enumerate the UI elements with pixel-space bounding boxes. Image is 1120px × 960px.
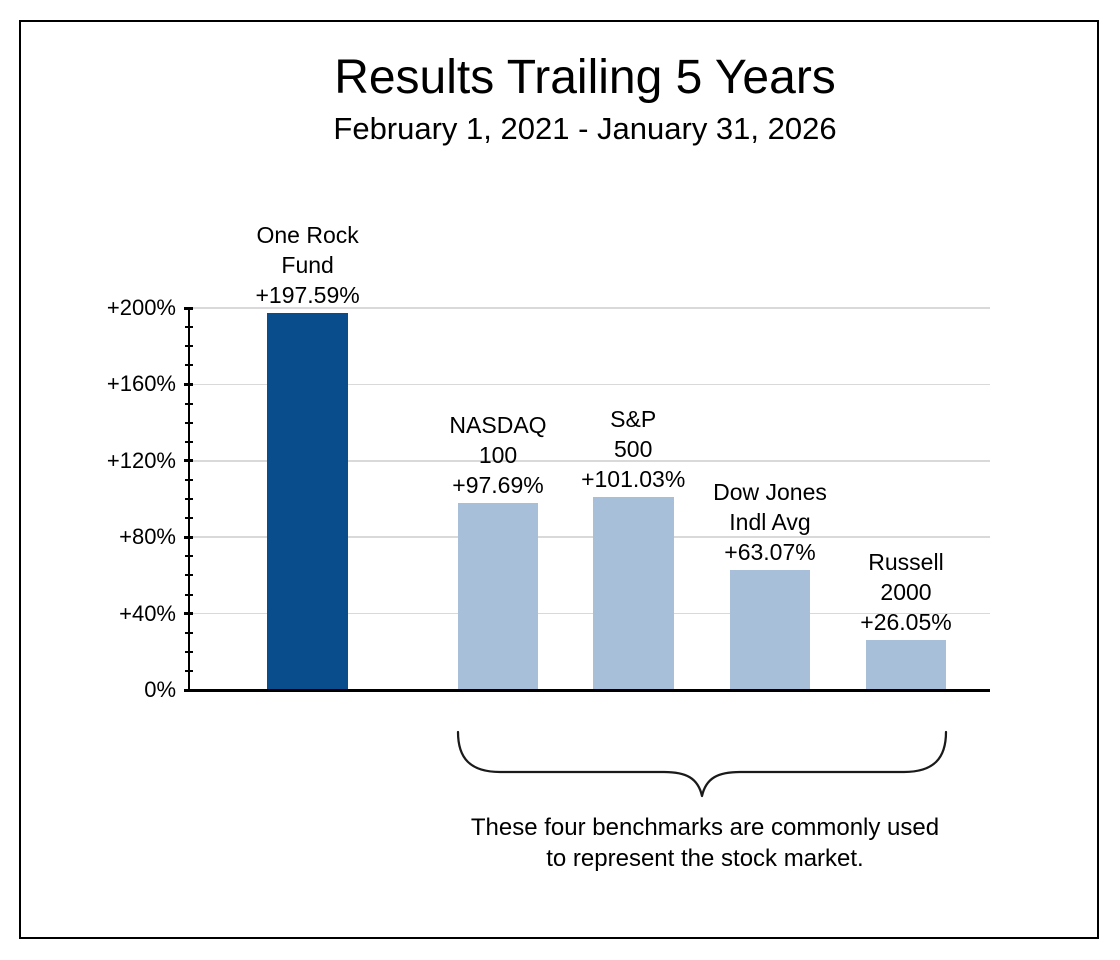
minor-tick-100 <box>184 498 193 500</box>
bar-label-russell-2000: Russell 2000 +26.05% <box>786 547 1026 637</box>
gridline-120 <box>190 460 990 462</box>
minor-tick-140 <box>184 421 193 424</box>
bar-category-nasdaq-100-line-1: NASDAQ <box>449 412 547 439</box>
major-tick-200 <box>184 306 193 310</box>
bar-category-s-p-500-line-1: S&P <box>610 406 657 433</box>
major-tick-0 <box>184 688 193 692</box>
plot-area: 0% +40% +80% +120% +160% +200% One Rock Fund +19… <box>107 222 990 702</box>
bar-value-russell-2000: +26.05% <box>860 609 952 636</box>
minor-tick-90 <box>184 517 193 520</box>
bar-category-russell-2000-line-1: Russell <box>868 549 944 576</box>
benchmark-note-line-2: to represent the stock market. <box>546 845 864 872</box>
ytick-label-40: +40% <box>119 600 176 626</box>
minor-tick-30 <box>184 631 193 634</box>
bar-label-s-p-500: S&P 500 +101.03% <box>513 404 753 494</box>
bar-label-dow-jones-indl-avg: Dow Jones Indl Avg +63.07% <box>650 477 890 567</box>
ytick-label-0: 0% <box>144 677 176 702</box>
minor-tick-190 <box>184 326 193 329</box>
minor-tick-50 <box>184 593 193 596</box>
minor-tick-150 <box>184 402 193 405</box>
major-tick-160 <box>184 382 193 386</box>
benchmark-note-line-1: These four benchmarks are commonly used <box>470 814 940 841</box>
bar-dow-jones-indl-avg <box>729 569 811 690</box>
x-axis-line <box>187 688 990 692</box>
bar-value-s-p-500: +101.03% <box>581 466 686 493</box>
bar-category-s-p-500-line-2: 500 <box>614 436 653 463</box>
bar-category-russell-2000-line-2: 2000 <box>880 579 932 606</box>
bar-category-one-rock-fund-line-1: One Rock <box>256 221 359 248</box>
ytick-label-80: +80% <box>119 524 176 550</box>
bar-russell-2000 <box>865 640 947 690</box>
minor-tick-20 <box>184 650 193 653</box>
bar-category-one-rock-fund-line-2: Fund <box>281 251 334 278</box>
minor-tick-70 <box>184 555 193 558</box>
chart-title: Results Trailing 5 Years <box>334 51 836 104</box>
major-tick-80 <box>184 535 193 539</box>
gridline-80 <box>190 536 990 538</box>
chart-subtitle: February 1, 2021 - January 31, 2026 <box>333 111 837 146</box>
gridline-40 <box>190 612 990 615</box>
minor-tick-60 <box>184 574 193 577</box>
ytick-label-200: +200% <box>106 295 176 320</box>
ytick-label-120: +120% <box>106 447 176 473</box>
bar-label-one-rock-fund: One Rock Fund +197.59% <box>188 220 428 310</box>
bar-one-rock-fund <box>267 312 348 690</box>
bar-category-dow-jones-indl-avg-line-2: Indl Avg <box>729 508 811 535</box>
curly-brace-icon <box>456 730 948 798</box>
bar-value-one-rock-fund: +197.59% <box>255 281 360 308</box>
bar-s-p-500 <box>592 497 674 690</box>
chart-frame <box>19 20 1099 939</box>
bar-category-dow-jones-indl-avg-line-1: Dow Jones <box>713 478 827 505</box>
bar-value-dow-jones-indl-avg: +63.07% <box>724 538 816 565</box>
minor-tick-10 <box>184 669 193 672</box>
benchmark-note: These four benchmarks are commonly used … <box>455 812 955 874</box>
gridline-200 <box>190 307 990 309</box>
minor-tick-170 <box>184 364 193 367</box>
bar-value-nasdaq-100: +97.69% <box>452 472 544 499</box>
ytick-label-160: +160% <box>106 371 176 397</box>
bar-category-nasdaq-100-line-2: 100 <box>478 442 518 469</box>
minor-tick-110 <box>184 478 193 481</box>
minor-tick-130 <box>184 440 193 443</box>
major-tick-40 <box>184 612 193 616</box>
major-tick-120 <box>184 459 193 463</box>
minor-tick-180 <box>184 345 193 348</box>
bar-label-nasdaq-100: NASDAQ 100 +97.69% <box>378 410 618 500</box>
bar-nasdaq-100 <box>457 503 539 690</box>
gridline-160 <box>190 383 990 386</box>
